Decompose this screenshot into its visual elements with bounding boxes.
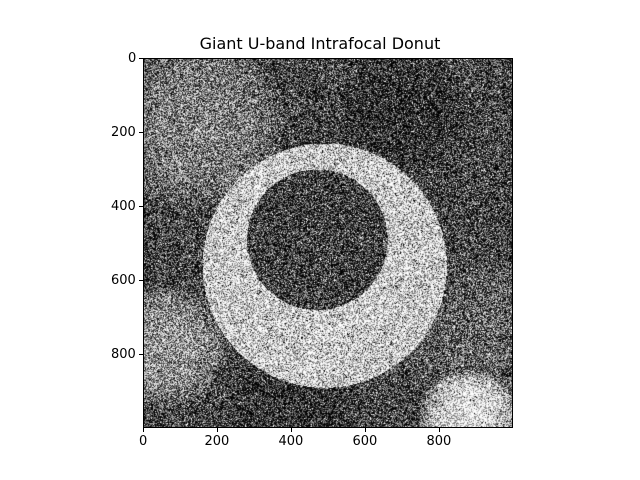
x-tick-label: 400 <box>278 434 304 449</box>
y-tick-label: 0 <box>128 50 137 66</box>
x-tick-label: 600 <box>352 434 378 449</box>
y-tick-mark <box>139 353 143 355</box>
x-tick-mark <box>216 428 218 432</box>
donut-image <box>143 58 513 428</box>
x-tick-mark <box>438 428 440 432</box>
x-tick-label: 200 <box>204 434 230 449</box>
x-tick-mark <box>142 428 144 432</box>
y-tick-label: 200 <box>111 124 136 140</box>
plot-title: Giant U-band Intrafocal Donut <box>199 34 441 53</box>
x-tick-label: 0 <box>139 434 148 449</box>
donut-canvas <box>143 58 513 428</box>
y-tick-label: 400 <box>111 198 136 214</box>
x-tick-mark <box>364 428 366 432</box>
x-tick-label: 800 <box>426 434 452 449</box>
y-tick-mark <box>139 205 143 207</box>
x-tick-mark <box>290 428 292 432</box>
y-tick-mark <box>139 131 143 133</box>
y-tick-mark <box>139 57 143 59</box>
y-tick-label: 800 <box>111 346 136 362</box>
y-tick-mark <box>139 279 143 281</box>
y-tick-label: 600 <box>111 272 136 288</box>
